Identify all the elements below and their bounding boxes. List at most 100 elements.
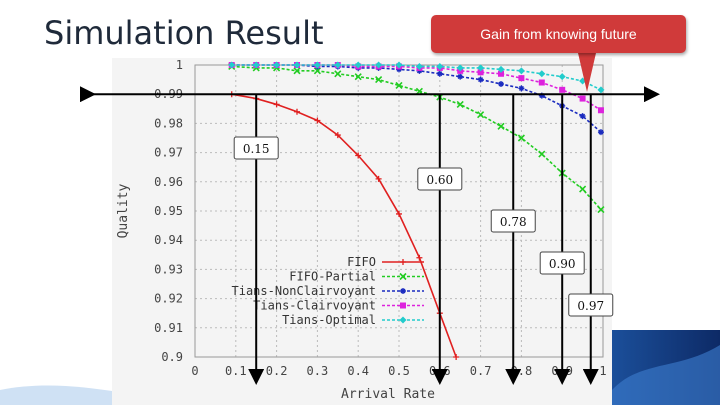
data-point — [294, 108, 300, 115]
data-point — [313, 67, 321, 75]
y-tick-label: 0.9 — [161, 350, 183, 364]
legend-label: Tians-Optimal — [282, 313, 376, 327]
data-point — [375, 175, 382, 182]
data-point — [597, 129, 604, 136]
data-point — [518, 75, 525, 82]
legend-label: Tians-NonClairvoyant — [232, 284, 377, 298]
data-point — [334, 61, 342, 69]
annotation-0-60: 0.60 — [417, 94, 463, 385]
slide-title: Simulation Result — [44, 14, 324, 52]
data-point — [375, 61, 383, 69]
data-point — [498, 80, 504, 87]
data-point — [334, 132, 341, 139]
x-tick-label: 0 — [191, 364, 198, 378]
data-point — [497, 122, 505, 130]
data-point — [456, 100, 464, 108]
data-point — [293, 61, 301, 69]
data-point — [399, 316, 407, 324]
annotations: 0.150.600.780.900.97 — [80, 86, 660, 385]
data-point — [597, 205, 605, 214]
series-tians-optimal — [228, 61, 605, 94]
annotation-box — [417, 167, 463, 191]
data-point — [597, 107, 604, 114]
legend-label: FIFO-Partial — [289, 270, 376, 284]
data-point — [354, 73, 362, 81]
data-point — [477, 69, 484, 76]
data-point — [399, 272, 407, 281]
y-tick-label: 0.93 — [154, 262, 183, 276]
data-point — [252, 61, 260, 69]
annotation-box — [539, 251, 585, 275]
x-tick-label: 0.4 — [347, 364, 369, 378]
data-point — [477, 111, 485, 119]
x-tick-label: 0.2 — [266, 364, 288, 378]
data-point — [436, 70, 443, 77]
data-point — [579, 185, 587, 193]
x-tick-label: 0.5 — [388, 364, 410, 378]
data-point — [395, 61, 403, 69]
annotation-0-15: 0.15 — [233, 94, 279, 385]
data-point — [453, 354, 460, 360]
callout-pointer — [578, 53, 596, 92]
data-point — [477, 76, 484, 83]
x-tick-label: 0.3 — [307, 364, 329, 378]
legend-label: FIFO — [347, 255, 376, 269]
data-point — [396, 210, 402, 217]
data-point — [477, 64, 485, 72]
x-tick-label: 0.7 — [470, 364, 492, 378]
data-point — [314, 117, 321, 124]
data-point — [400, 288, 406, 294]
y-tick-label: 0.96 — [154, 175, 183, 189]
annotation-0-78: 0.78 — [490, 94, 536, 385]
legend-item: FIFO-Partial — [289, 270, 424, 284]
data-point — [228, 61, 236, 69]
data-point — [313, 61, 321, 69]
data-point — [538, 150, 546, 158]
y-tick-label: 1 — [176, 58, 183, 72]
data-point — [497, 65, 505, 73]
annotation-label: 0.60 — [426, 173, 453, 187]
data-point — [579, 95, 586, 102]
data-point — [334, 70, 342, 78]
annotation-label: 0.97 — [577, 299, 604, 313]
data-point — [400, 259, 406, 265]
decor-bottom-left — [0, 385, 118, 405]
data-point — [400, 302, 406, 309]
x-tick-label: 1 — [599, 364, 606, 378]
data-point — [415, 62, 423, 70]
data-point — [416, 254, 423, 261]
data-point — [273, 61, 281, 69]
legend-item: Tians-Optimal — [282, 313, 424, 327]
data-point — [559, 86, 566, 93]
y-axis-label: Quality — [116, 183, 131, 238]
data-point — [558, 73, 566, 81]
y-tick-label: 0.97 — [154, 146, 183, 160]
annotation-box — [568, 293, 614, 317]
y-tick-label: 0.92 — [154, 292, 183, 306]
annotation-label: 0.15 — [243, 142, 270, 156]
annotation-label: 0.78 — [500, 215, 527, 229]
data-point — [436, 62, 444, 70]
y-tick-label: 0.95 — [154, 204, 183, 218]
legend-item: Tians-Clairvoyant — [253, 299, 424, 313]
y-tick-label: 0.98 — [154, 116, 183, 130]
data-point — [293, 67, 301, 75]
data-point — [517, 67, 525, 75]
data-point — [538, 79, 545, 86]
data-point — [456, 64, 464, 72]
data-point — [517, 134, 525, 142]
legend: FIFOFIFO-PartialTians-NonClairvoyantTian… — [232, 255, 424, 327]
data-point — [273, 101, 280, 108]
y-tick-label: 0.91 — [154, 321, 183, 335]
annotation-0-90: 0.90 — [539, 94, 585, 385]
data-point — [538, 70, 546, 78]
x-tick-label: 0.1 — [225, 364, 247, 378]
annotation-box — [233, 136, 279, 160]
annotation-0-97: 0.97 — [568, 94, 614, 385]
x-axis-label: Arrival Rate — [341, 387, 435, 402]
legend-item: Tians-NonClairvoyant — [232, 284, 424, 298]
legend-label: Tians-Clairvoyant — [253, 299, 376, 313]
data-point — [579, 113, 586, 120]
annotation-label: 0.90 — [549, 257, 576, 271]
